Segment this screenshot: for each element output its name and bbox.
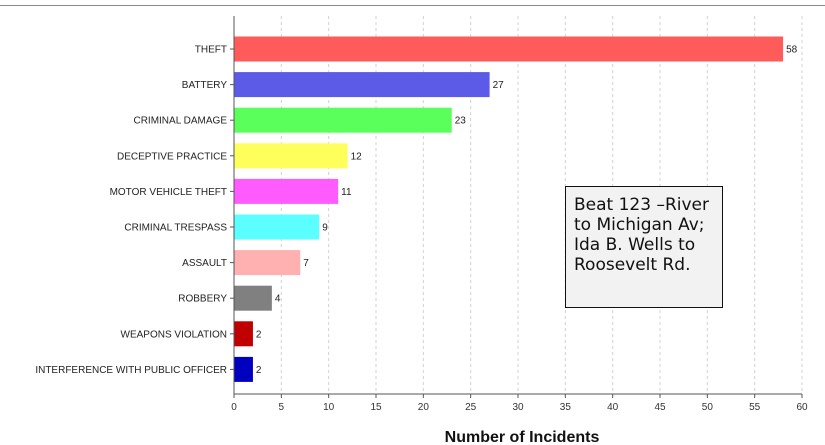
category-label: INTERFERENCE WITH PUBLIC OFFICER bbox=[35, 365, 227, 376]
bar-value-label: 27 bbox=[493, 80, 505, 91]
category-label: CRIMINAL TRESPASS bbox=[124, 223, 227, 234]
x-tick-label: 10 bbox=[323, 402, 335, 413]
bar-value-label: 11 bbox=[341, 187, 352, 198]
x-tick-label: 0 bbox=[231, 402, 237, 413]
bar bbox=[234, 356, 253, 382]
x-tick-label: 5 bbox=[279, 402, 285, 413]
category-label: THEFT bbox=[195, 45, 227, 56]
category-label: ROBBERY bbox=[178, 294, 227, 305]
x-tick-label: 35 bbox=[560, 402, 572, 413]
bar bbox=[234, 178, 339, 204]
bar bbox=[234, 72, 490, 98]
annotation-line: Roosevelt Rd. bbox=[574, 255, 691, 275]
category-label: BATTERY bbox=[182, 80, 228, 91]
x-tick-label: 60 bbox=[796, 402, 808, 413]
category-label: DECEPTIVE PRACTICE bbox=[117, 151, 227, 162]
bar bbox=[234, 36, 784, 62]
annotation-line: to Michigan Av; bbox=[574, 215, 705, 235]
x-tick-label: 40 bbox=[607, 402, 619, 413]
x-tick-label: 25 bbox=[465, 402, 477, 413]
x-axis-title: Number of Incidents bbox=[445, 429, 600, 445]
bar-value-label: 58 bbox=[786, 45, 798, 56]
category-label: MOTOR VEHICLE THEFT bbox=[110, 187, 227, 198]
x-tick-label: 15 bbox=[370, 402, 382, 413]
x-tick-label: 30 bbox=[512, 402, 524, 413]
x-tick-label: 55 bbox=[749, 402, 761, 413]
bar bbox=[234, 285, 272, 311]
beat-annotation-box: Beat 123 –River to Michigan Av; Ida B. W… bbox=[565, 186, 723, 308]
bar bbox=[234, 143, 348, 169]
annotation-line: Beat 123 –River bbox=[574, 195, 710, 215]
category-label: CRIMINAL DAMAGE bbox=[133, 116, 227, 127]
bar bbox=[234, 321, 253, 347]
bar-value-label: 2 bbox=[256, 329, 262, 340]
category-label: WEAPONS VIOLATION bbox=[121, 329, 228, 340]
bar-value-label: 2 bbox=[256, 365, 262, 376]
x-tick-label: 50 bbox=[702, 402, 714, 413]
bar-value-label: 12 bbox=[351, 151, 363, 162]
bar-value-label: 7 bbox=[303, 258, 309, 269]
bar-value-label: 9 bbox=[322, 223, 328, 234]
bar-value-label: 4 bbox=[275, 294, 281, 305]
top-divider bbox=[0, 5, 825, 6]
annotation-line: Ida B. Wells to bbox=[574, 235, 696, 255]
bar-value-label: 23 bbox=[455, 116, 467, 127]
bar bbox=[234, 107, 452, 133]
x-tick-label: 20 bbox=[418, 402, 430, 413]
bar bbox=[234, 250, 301, 276]
x-tick-label: 45 bbox=[654, 402, 666, 413]
bar bbox=[234, 214, 320, 240]
category-label: ASSAULT bbox=[182, 258, 227, 269]
